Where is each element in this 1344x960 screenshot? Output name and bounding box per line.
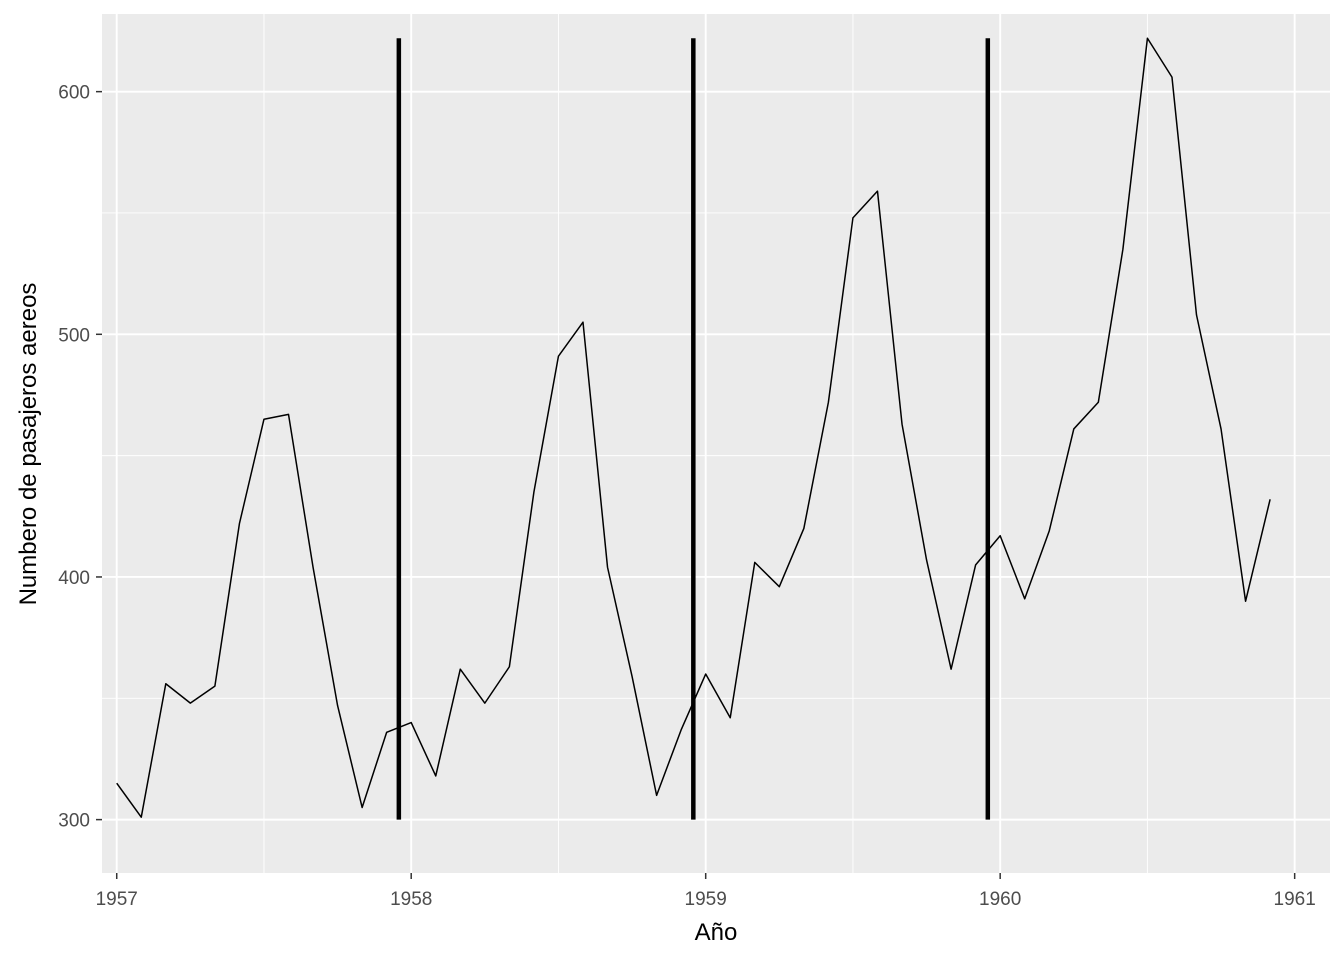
x-axis-ticks: 1957 1958 1959 1960 1961 (96, 873, 1316, 910)
vertical-reference-lines (396, 38, 991, 820)
plot-panel (102, 14, 1330, 873)
y-tick-label: 600 (58, 83, 90, 104)
minor-gridlines (102, 14, 1330, 873)
x-tick-label: 1961 (1274, 889, 1316, 910)
major-gridlines (102, 14, 1330, 873)
y-tick-label: 500 (58, 325, 90, 346)
x-tick-label: 1959 (685, 889, 727, 910)
x-tick-label: 1960 (979, 889, 1021, 910)
series-line (116, 37, 1271, 818)
y-axis-ticks: 300 400 500 600 (58, 83, 102, 832)
y-tick-label: 300 (58, 811, 90, 832)
series-group (116, 37, 1271, 818)
y-axis-title: Numbero de pasajeros aereos (15, 283, 42, 606)
x-tick-label: 1958 (390, 889, 432, 910)
y-tick-label: 400 (58, 568, 90, 589)
x-axis-title: Año (695, 919, 738, 946)
x-tick-label: 1957 (96, 889, 138, 910)
